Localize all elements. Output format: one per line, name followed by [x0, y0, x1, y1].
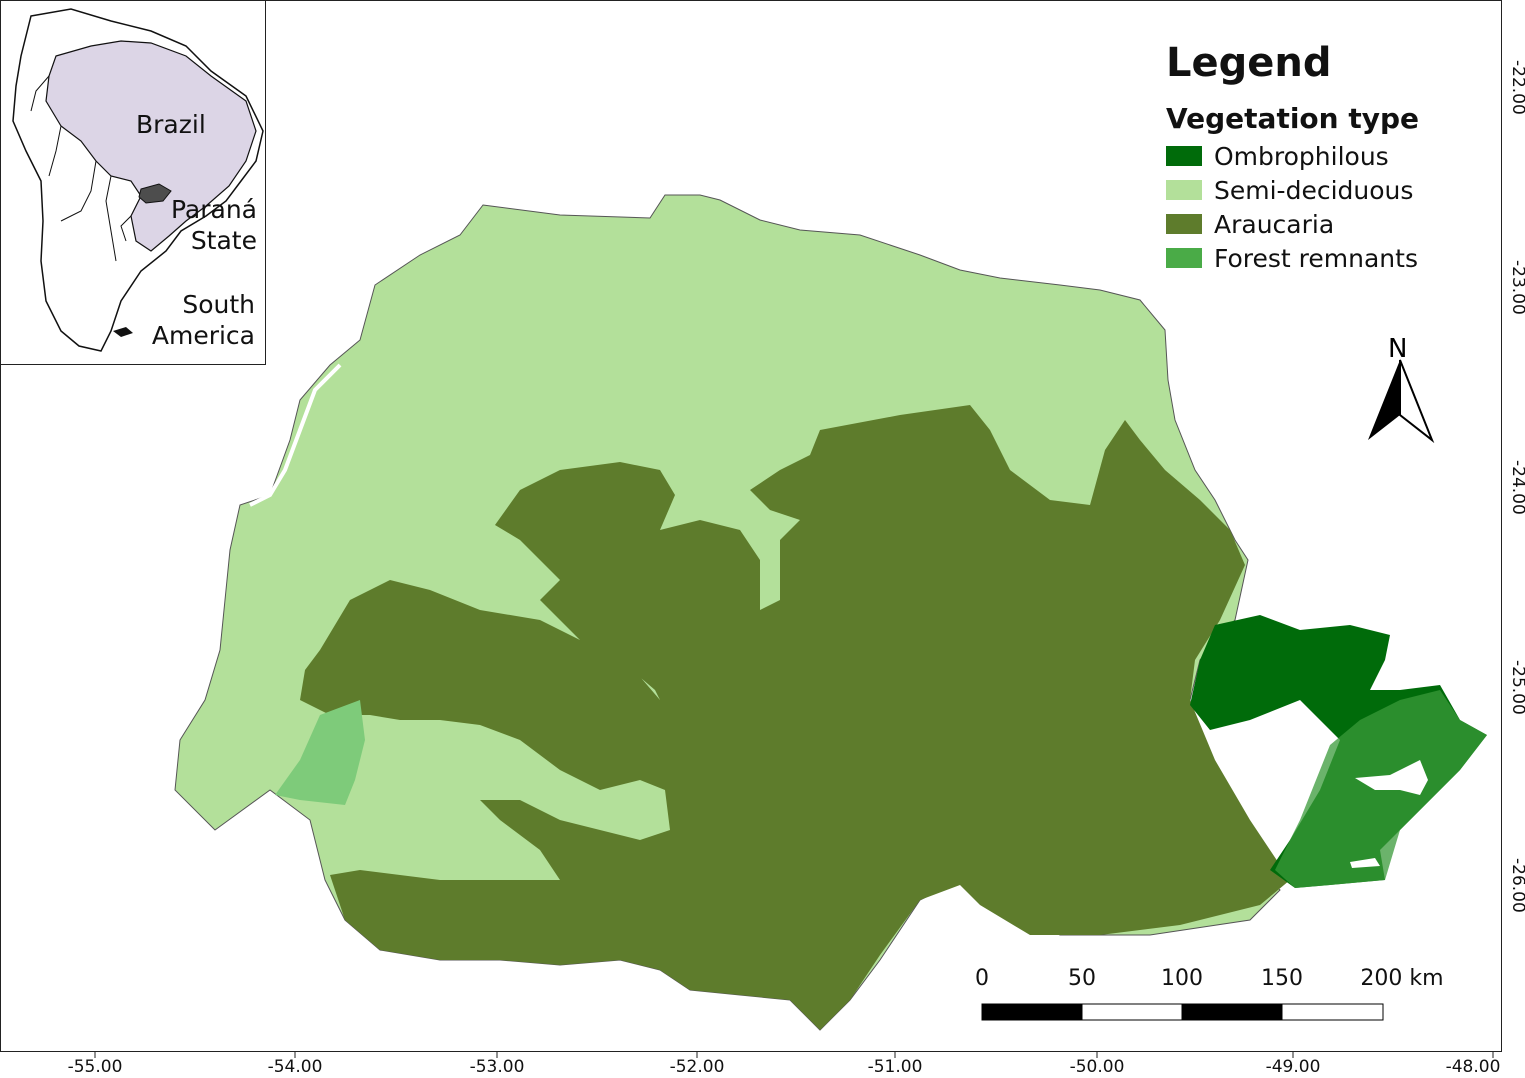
- legend-item-ombrophilous: Ombrophilous: [1166, 139, 1419, 173]
- longitude-label: -51.00: [867, 1057, 923, 1077]
- legend-label: Semi-deciduous: [1214, 175, 1414, 205]
- legend-swatch: [1166, 248, 1202, 268]
- inset-map: Brazil Paraná State South America: [0, 0, 266, 365]
- legend-swatch: [1166, 146, 1202, 166]
- forest-remnants-west: [275, 700, 365, 805]
- inset-south-america: [12, 8, 264, 352]
- legend-label: Forest remnants: [1214, 243, 1418, 273]
- longitude-label: -50.00: [1069, 1057, 1125, 1077]
- inset-state-label: Paraná State: [171, 194, 257, 256]
- scale-bar: [981, 1003, 1384, 1021]
- country-borders: [30, 75, 132, 262]
- longitude-label: -48.00: [1445, 1057, 1501, 1077]
- legend-subtitle: Vegetation type: [1166, 102, 1420, 135]
- inset-brazil-label: Brazil: [136, 110, 206, 139]
- legend-item-semi-deciduous: Semi-deciduous: [1166, 173, 1419, 207]
- latitude-label: -23.00: [1508, 260, 1525, 315]
- longitude-label: -54.00: [267, 1057, 323, 1077]
- latitude-label: -26.00: [1508, 858, 1525, 913]
- longitude-ticks: [94, 1052, 1494, 1058]
- scale-label: 0: [975, 966, 989, 991]
- scale-label: 200 km: [1360, 966, 1444, 991]
- legend-item-araucaria: Araucaria: [1166, 207, 1419, 241]
- inset-continent-label: South America: [152, 289, 255, 351]
- scale-label: 150: [1261, 966, 1303, 991]
- legend-swatch: [1166, 180, 1202, 200]
- parana-region: [138, 183, 172, 204]
- longitude-label: -55.00: [67, 1057, 123, 1077]
- legend-label: Araucaria: [1214, 209, 1335, 239]
- longitude-label: -49.00: [1265, 1057, 1321, 1077]
- longitude-label: -53.00: [469, 1057, 525, 1077]
- brazil-region: [45, 40, 257, 252]
- north-label: N: [1388, 334, 1408, 364]
- legend-label: Ombrophilous: [1214, 141, 1389, 171]
- inset-state-line1: Paraná: [170, 195, 257, 224]
- legend: Legend Vegetation type Ombrophilous Semi…: [1166, 40, 1419, 275]
- scale-label: 100: [1161, 966, 1203, 991]
- latitude-label: -22.00: [1508, 60, 1525, 115]
- legend-item-forest-remnants: Forest remnants: [1166, 241, 1419, 275]
- paranagua-bay: [1355, 760, 1428, 795]
- north-arrow-icon: [1368, 359, 1435, 444]
- inset-continent-line2: America: [151, 321, 255, 350]
- legend-title: Legend: [1166, 40, 1332, 86]
- parana-river: [249, 363, 342, 507]
- guaratuba-bay: [1350, 858, 1380, 868]
- legend-swatch: [1166, 214, 1202, 234]
- scale-label: 50: [1068, 966, 1096, 991]
- falkland-islands: [113, 327, 133, 337]
- inset-continent-line1: South: [182, 290, 255, 319]
- inset-state-line2: State: [190, 226, 257, 255]
- latitude-label: -24.00: [1508, 460, 1525, 515]
- araucaria-region: [300, 405, 1290, 1030]
- longitude-label: -52.00: [669, 1057, 725, 1077]
- latitude-label: -25.00: [1508, 660, 1525, 715]
